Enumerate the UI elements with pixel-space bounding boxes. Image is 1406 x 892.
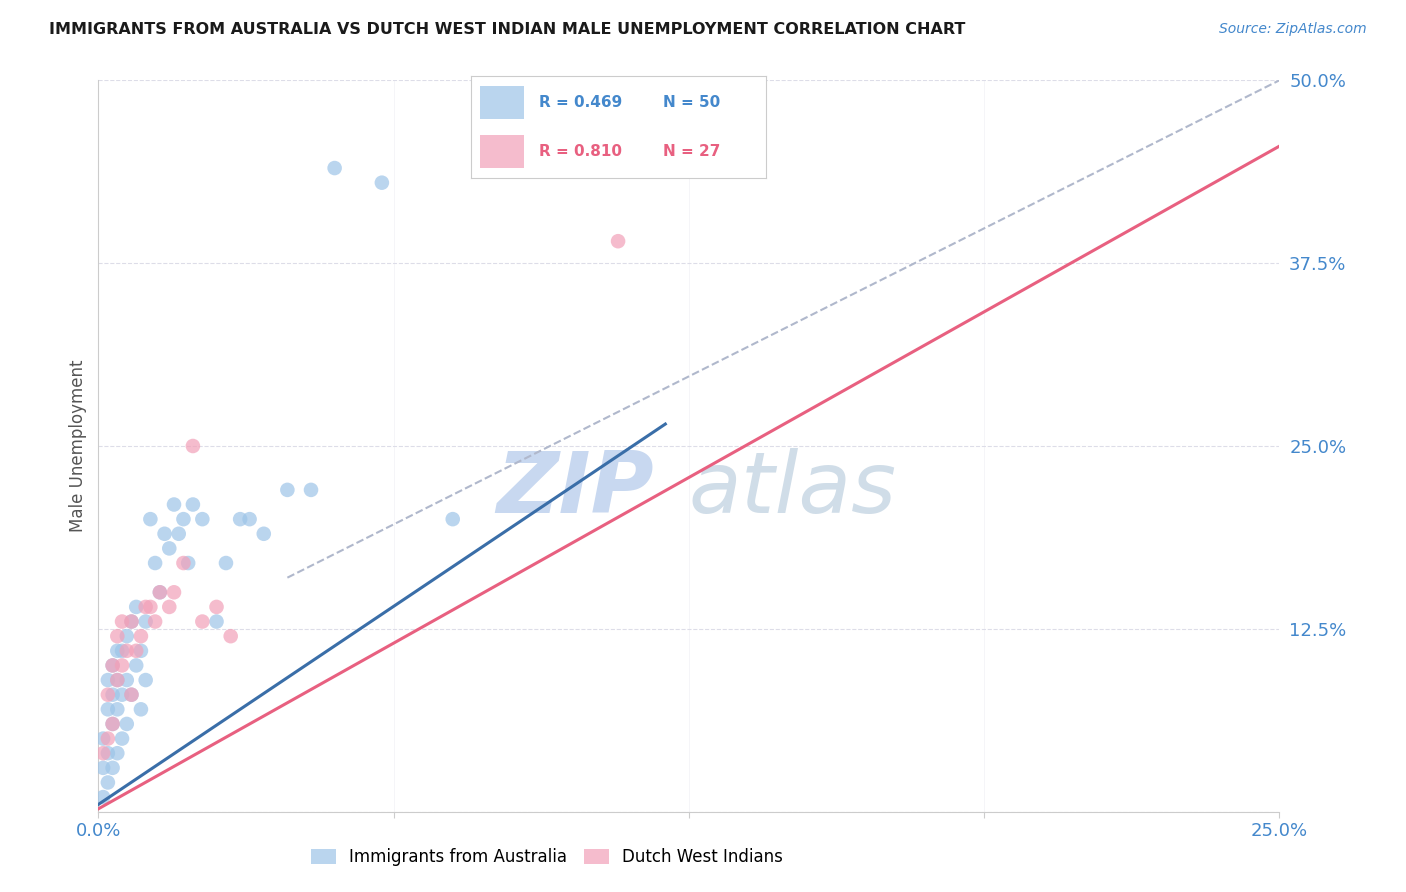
Point xyxy=(167,526,190,541)
Point xyxy=(111,658,134,673)
Point xyxy=(205,599,228,614)
Point xyxy=(129,702,152,716)
Point xyxy=(205,615,228,629)
Text: N = 50: N = 50 xyxy=(664,95,720,110)
Point xyxy=(121,688,143,702)
Point xyxy=(105,746,128,760)
Point xyxy=(115,629,138,643)
Point xyxy=(111,644,134,658)
Point xyxy=(91,790,114,805)
Bar xyxy=(479,87,524,119)
Point xyxy=(239,512,262,526)
Point xyxy=(101,761,124,775)
Point xyxy=(111,688,134,702)
Point xyxy=(163,498,186,512)
Point xyxy=(181,498,204,512)
Point xyxy=(101,658,124,673)
Point xyxy=(101,717,124,731)
Point xyxy=(215,556,238,570)
Point xyxy=(163,585,186,599)
Point xyxy=(105,702,128,716)
Point xyxy=(97,673,120,687)
Point xyxy=(105,629,128,643)
Point xyxy=(125,599,148,614)
Point xyxy=(219,629,242,643)
Point xyxy=(512,161,534,175)
Point xyxy=(149,585,172,599)
Text: R = 0.810: R = 0.810 xyxy=(538,145,621,160)
Point xyxy=(607,234,630,248)
Point xyxy=(101,717,124,731)
Point xyxy=(97,702,120,716)
Point xyxy=(153,526,176,541)
Point xyxy=(105,644,128,658)
Point xyxy=(115,644,138,658)
Point xyxy=(181,439,204,453)
Point xyxy=(253,526,276,541)
Point xyxy=(97,688,120,702)
Point xyxy=(135,673,157,687)
Point xyxy=(143,615,166,629)
Point xyxy=(121,688,143,702)
Point xyxy=(111,615,134,629)
Point xyxy=(323,161,346,175)
Bar xyxy=(479,136,524,168)
Point xyxy=(299,483,322,497)
Point xyxy=(91,761,114,775)
Point xyxy=(129,629,152,643)
Point xyxy=(191,615,214,629)
Point xyxy=(105,673,128,687)
Point xyxy=(149,585,172,599)
Point xyxy=(125,644,148,658)
Text: R = 0.469: R = 0.469 xyxy=(538,95,623,110)
Point xyxy=(115,717,138,731)
Point xyxy=(97,746,120,760)
Point xyxy=(111,731,134,746)
Point xyxy=(157,541,180,556)
Point xyxy=(101,658,124,673)
Point xyxy=(135,615,157,629)
Point xyxy=(371,176,394,190)
Point xyxy=(139,599,162,614)
Text: atlas: atlas xyxy=(689,449,897,532)
Point xyxy=(125,658,148,673)
Point xyxy=(157,599,180,614)
Text: Source: ZipAtlas.com: Source: ZipAtlas.com xyxy=(1219,22,1367,37)
Point xyxy=(191,512,214,526)
Point xyxy=(121,615,143,629)
Point xyxy=(177,556,200,570)
Point xyxy=(121,615,143,629)
Point xyxy=(101,688,124,702)
Point xyxy=(91,731,114,746)
Point xyxy=(91,746,114,760)
Point xyxy=(441,512,464,526)
Point xyxy=(105,673,128,687)
Legend: Immigrants from Australia, Dutch West Indians: Immigrants from Australia, Dutch West In… xyxy=(305,841,790,873)
Point xyxy=(97,775,120,789)
Y-axis label: Male Unemployment: Male Unemployment xyxy=(69,359,87,533)
Point xyxy=(115,673,138,687)
Text: ZIP: ZIP xyxy=(496,449,654,532)
Point xyxy=(172,512,194,526)
Text: N = 27: N = 27 xyxy=(664,145,720,160)
Point xyxy=(143,556,166,570)
Point xyxy=(229,512,252,526)
Text: IMMIGRANTS FROM AUSTRALIA VS DUTCH WEST INDIAN MALE UNEMPLOYMENT CORRELATION CHA: IMMIGRANTS FROM AUSTRALIA VS DUTCH WEST … xyxy=(49,22,966,37)
Point xyxy=(97,731,120,746)
Point xyxy=(129,644,152,658)
Point xyxy=(172,556,194,570)
Point xyxy=(139,512,162,526)
Point xyxy=(135,599,157,614)
Point xyxy=(276,483,298,497)
